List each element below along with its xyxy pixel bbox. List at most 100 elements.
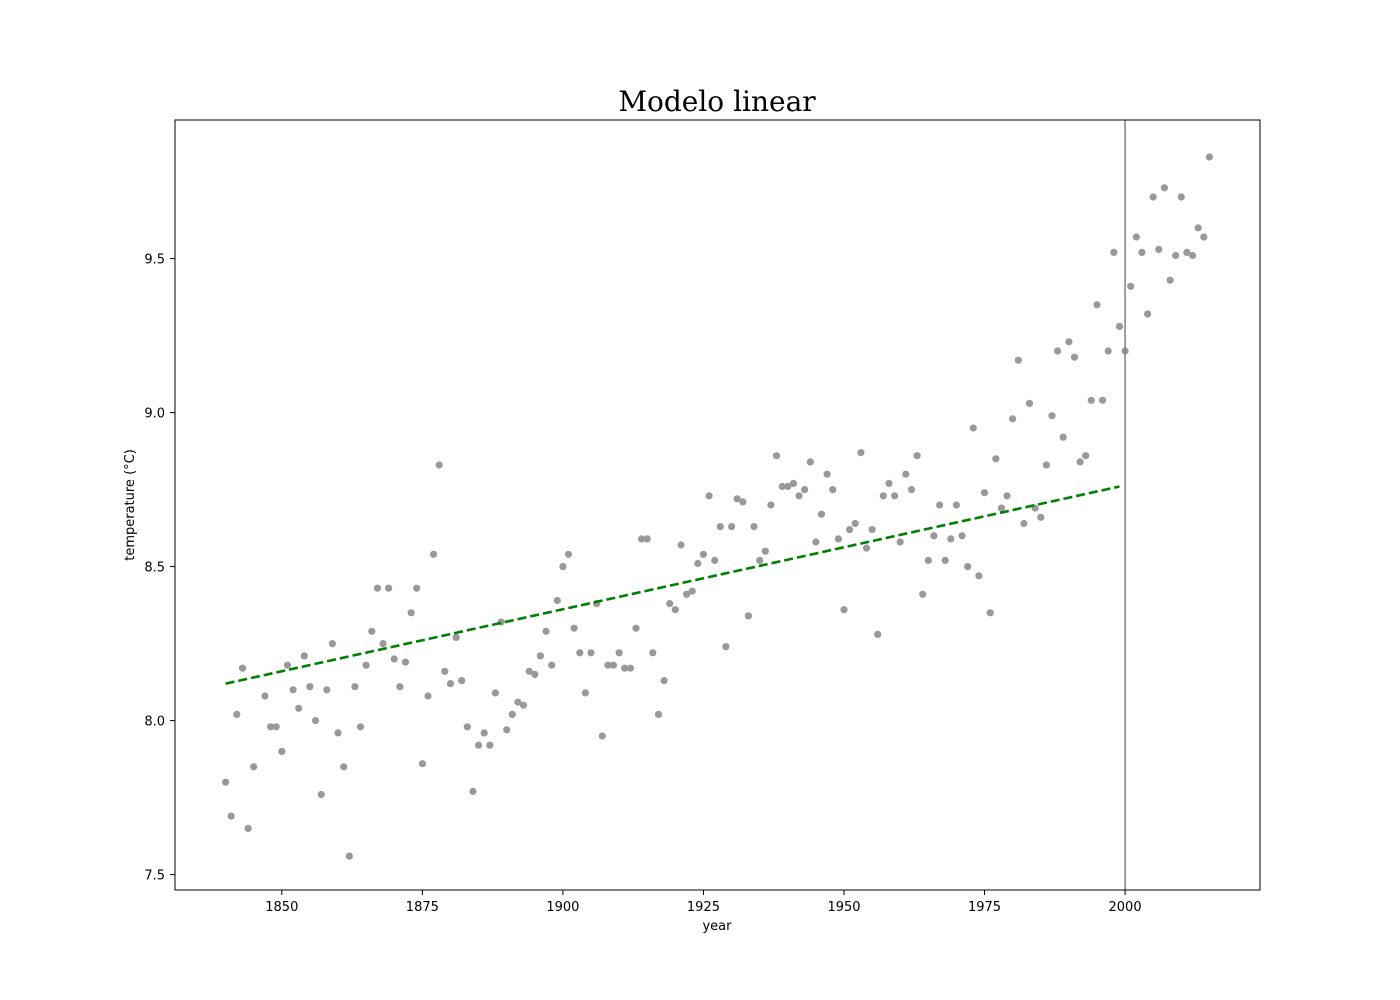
data-point: [1076, 458, 1084, 466]
data-point: [902, 470, 910, 478]
data-point: [1177, 193, 1185, 201]
data-point: [278, 747, 286, 756]
y-axis: 7.5 8.0 8.5 9.0 9.5: [144, 253, 175, 884]
data-point: [581, 689, 590, 697]
data-point: [267, 723, 275, 731]
x-tick-label: 1975: [968, 900, 1001, 915]
data-point: [441, 667, 449, 675]
data-point: [570, 624, 578, 632]
data-point: [750, 523, 758, 531]
data-point: [418, 760, 426, 768]
data-point: [1155, 245, 1163, 253]
data-point: [868, 526, 876, 534]
data-point: [846, 526, 854, 534]
data-point: [413, 584, 421, 592]
data-point: [536, 652, 545, 660]
data-point: [924, 556, 932, 565]
data-point: [1183, 248, 1191, 256]
x-tick-label: 1875: [406, 900, 439, 915]
data-point: [306, 683, 314, 691]
data-point: [1048, 412, 1056, 420]
data-point: [1025, 399, 1034, 407]
data-point: [407, 609, 415, 617]
data-point: [795, 492, 803, 500]
data-point: [688, 587, 696, 595]
data-point: [964, 563, 972, 571]
data-point: [913, 452, 921, 460]
data-point: [351, 683, 359, 691]
data-point: [879, 492, 887, 500]
data-point: [222, 778, 230, 786]
data-point: [919, 590, 927, 598]
data-point: [289, 686, 297, 694]
data-point: [671, 606, 679, 614]
data-point: [576, 649, 584, 657]
data-point: [272, 723, 280, 731]
data-point: [519, 701, 528, 709]
data-point: [283, 661, 291, 669]
data-point: [1115, 322, 1124, 330]
y-tick-label: 8.0: [144, 715, 165, 730]
data-point: [756, 556, 764, 565]
y-tick-label: 9.0: [144, 407, 165, 422]
data-point: [997, 504, 1006, 512]
data-point: [1037, 513, 1045, 521]
data-point: [323, 686, 331, 694]
data-point: [1054, 347, 1062, 355]
data-point: [806, 458, 814, 466]
data-point: [548, 661, 556, 669]
x-tick-label: 2000: [1109, 900, 1142, 915]
data-point: [559, 563, 567, 571]
data-point: [446, 680, 455, 688]
data-point: [1205, 153, 1213, 161]
data-point: [975, 572, 983, 580]
trend-line-segment: [225, 485, 1120, 685]
data-point: [1093, 301, 1101, 309]
data-point: [699, 550, 708, 558]
data-point: [817, 510, 826, 518]
data-point: [778, 482, 786, 491]
data-point: [598, 732, 606, 740]
data-point: [1110, 248, 1118, 256]
data-point: [531, 670, 539, 679]
data-point: [969, 424, 977, 432]
data-point: [936, 501, 944, 509]
data-point: [1149, 193, 1157, 201]
data-point: [486, 741, 494, 749]
data-point: [1059, 433, 1067, 441]
data-point: [694, 559, 702, 568]
data-point: [424, 692, 432, 700]
data-point: [874, 630, 882, 639]
data-point: [227, 812, 235, 820]
data-point: [643, 535, 651, 543]
data-point: [587, 649, 595, 657]
data-point: [992, 455, 1000, 463]
data-point: [604, 661, 612, 669]
data-point: [728, 523, 736, 531]
data-point: [1160, 184, 1168, 192]
data-point: [666, 600, 674, 608]
x-axis-label: year: [702, 919, 732, 934]
data-point: [716, 523, 724, 531]
data-point: [891, 492, 899, 500]
plot-area: [174, 119, 1261, 891]
data-point: [311, 717, 320, 725]
data-point: [300, 652, 308, 660]
data-point: [784, 482, 792, 491]
data-point: [930, 532, 938, 540]
data-point: [244, 824, 252, 833]
data-point: [491, 689, 499, 697]
data-point: [250, 763, 258, 771]
data-point: [1087, 396, 1095, 404]
x-tick-label: 1850: [265, 900, 298, 915]
data-point: [862, 544, 871, 552]
data-point: [632, 624, 640, 632]
data-point: [660, 677, 668, 685]
data-point: [430, 550, 438, 558]
data-point: [458, 677, 466, 685]
data-point: [480, 729, 488, 737]
data-point: [772, 452, 781, 460]
data-point: [733, 495, 741, 503]
data-points: [222, 153, 1213, 860]
